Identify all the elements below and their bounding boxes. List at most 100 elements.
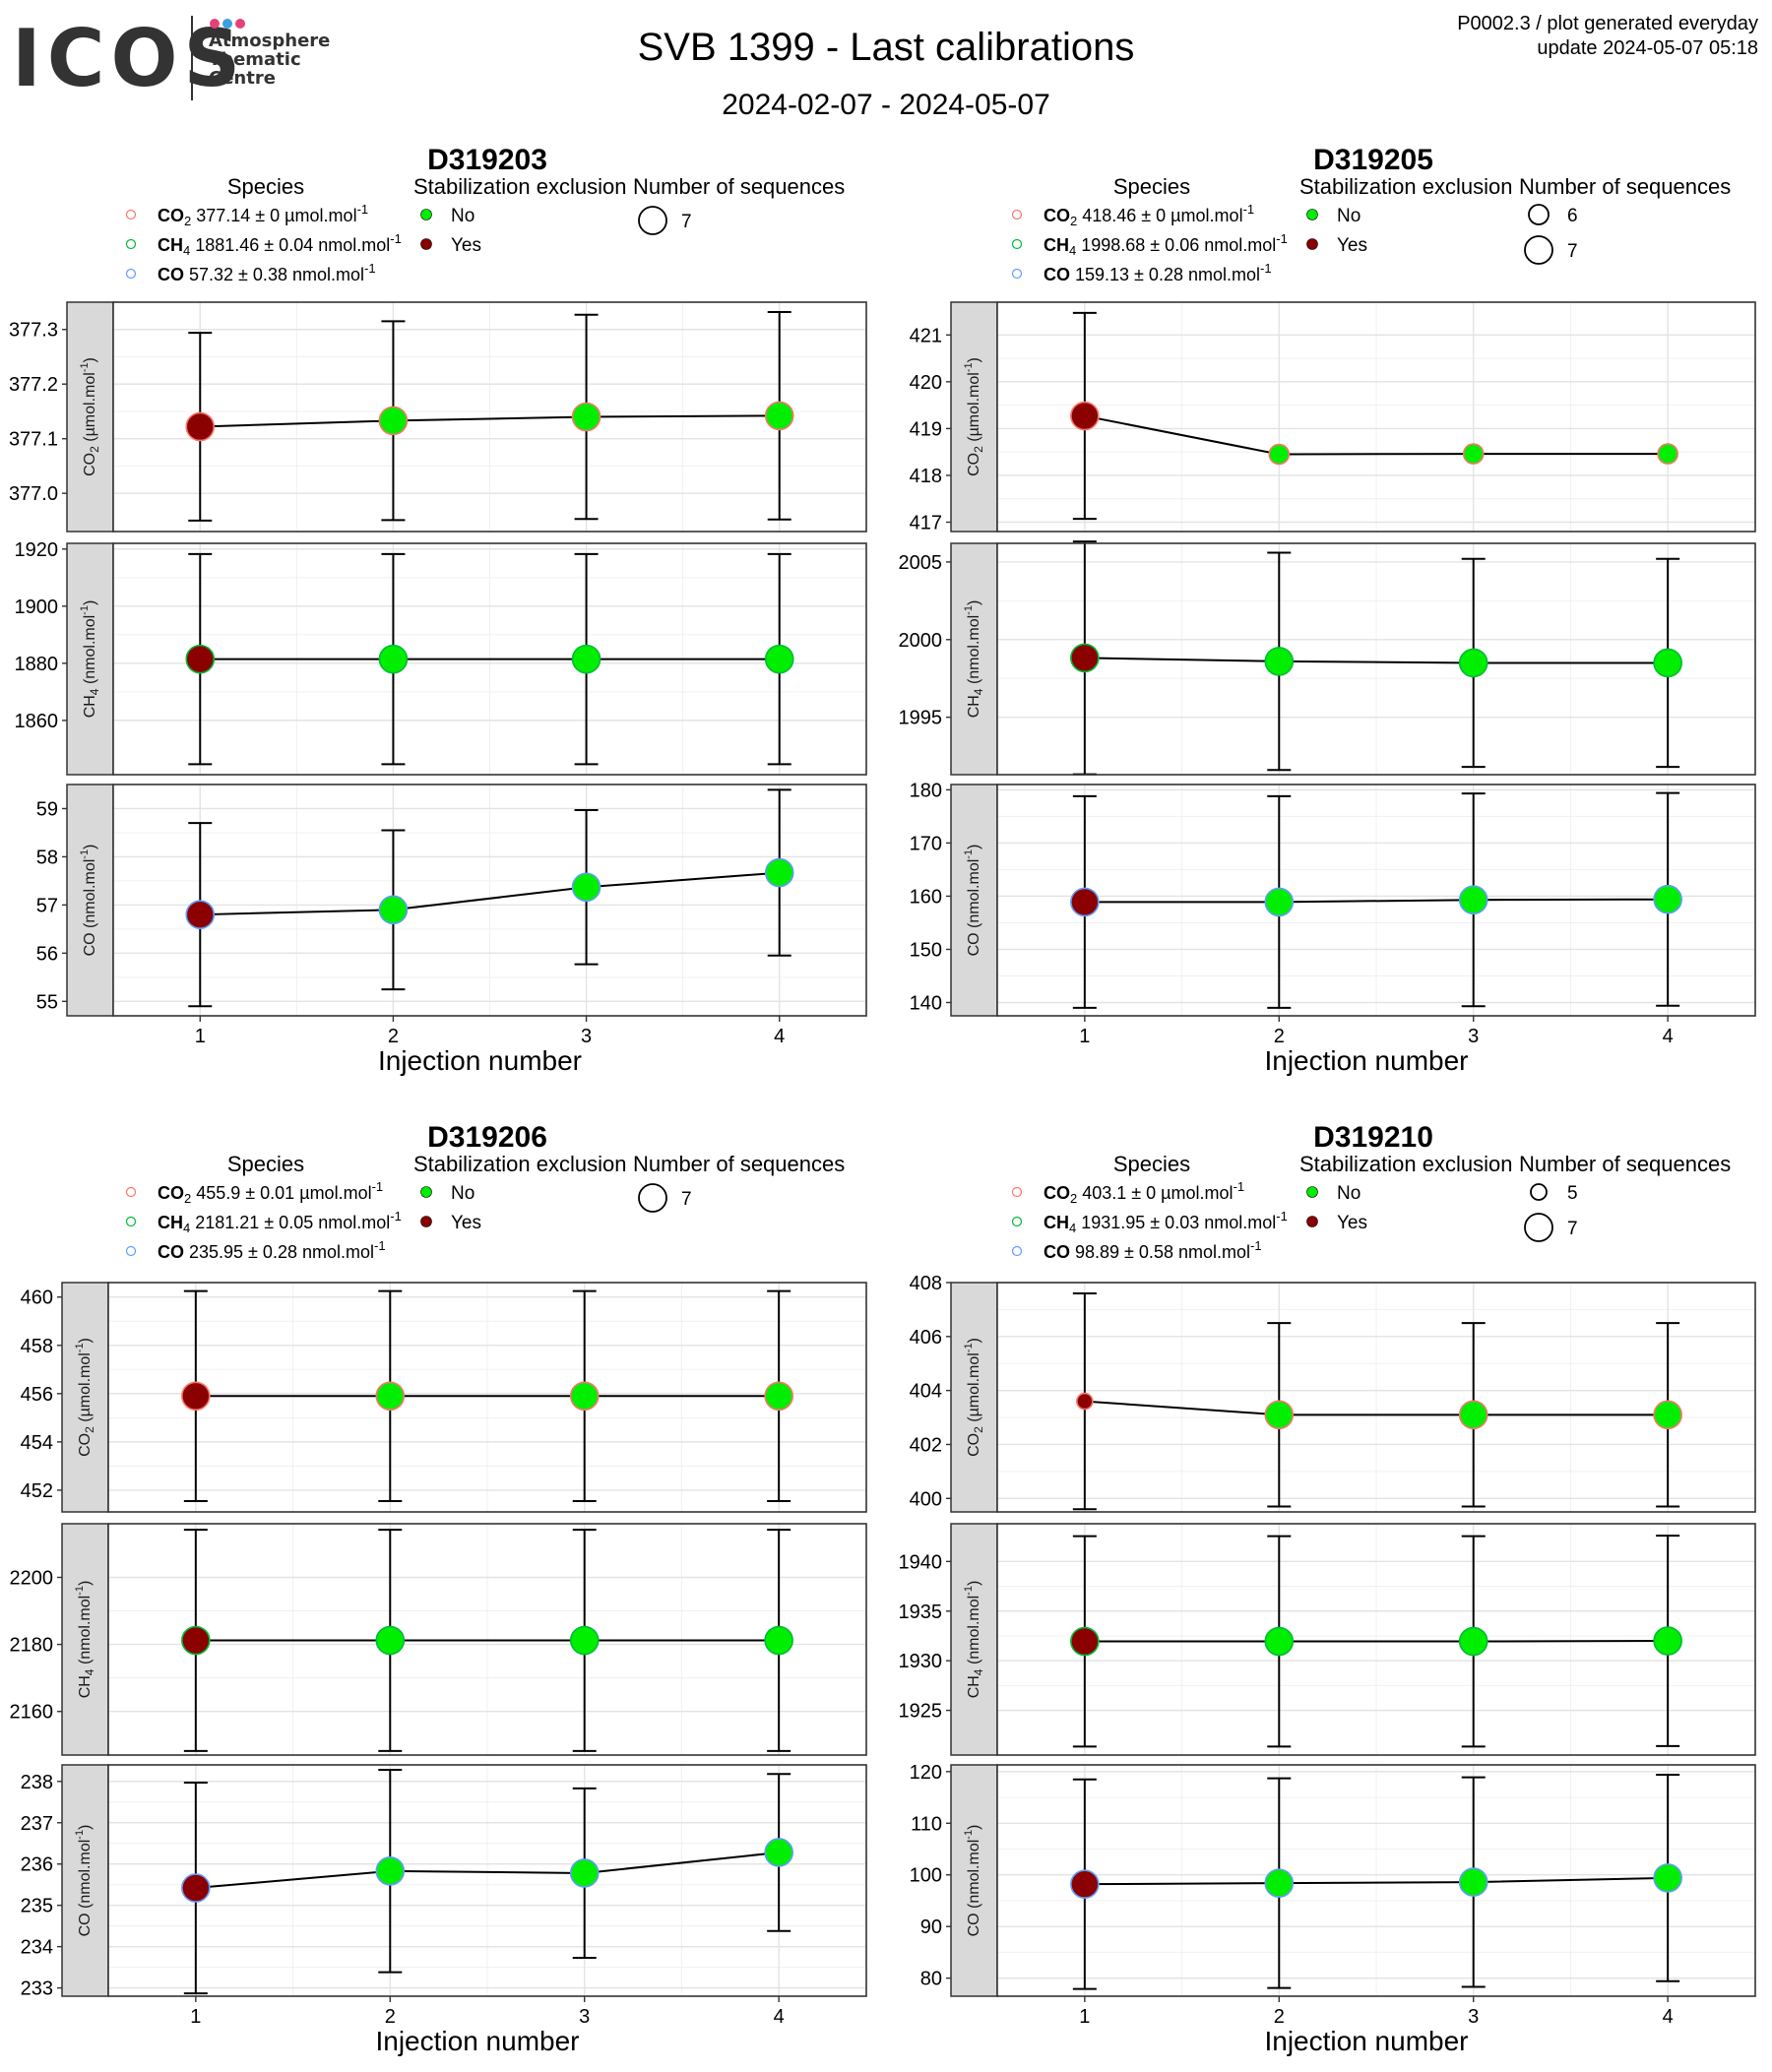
data-point xyxy=(1070,1626,1100,1657)
legend-no-label: No xyxy=(1337,1183,1361,1204)
legend-sequences-7-label: 7 xyxy=(681,212,692,232)
logo-dots-icon xyxy=(210,16,248,33)
legend-sequences-7-marker xyxy=(638,206,667,235)
legend-ch4-label: CH4 2181.21 ± 0.05 nmol.mol-1 xyxy=(158,1209,402,1235)
y-tick-label: 1935 xyxy=(899,1601,943,1623)
x-tick-label: 1 xyxy=(1079,2006,1090,2028)
y-tick-label: 2160 xyxy=(10,1702,54,1724)
legend-sequences-7-label: 7 xyxy=(1567,1219,1578,1239)
y-axis-label: CO2 (µmol.mol-1) xyxy=(74,1338,96,1457)
y-tick-label: 377.2 xyxy=(9,374,58,396)
logo-subtitle-line-1: Atmosphere xyxy=(209,31,331,51)
logo-subtitle-line-3: Centre xyxy=(209,68,276,89)
legend-sequences-7-label: 7 xyxy=(681,1189,692,1210)
data-point xyxy=(764,857,794,888)
facet-strip xyxy=(61,1282,109,1513)
data-point xyxy=(1264,647,1295,676)
data-point xyxy=(185,644,216,674)
data-point xyxy=(1268,443,1291,466)
x-tick-label: 4 xyxy=(774,2006,785,2028)
y-tick-label: 402 xyxy=(910,1434,942,1456)
x-tick-label: 4 xyxy=(1663,1026,1674,1047)
x-tick-label: 1 xyxy=(190,2006,201,2028)
calibration-chart-svg: D319206 Species Stabilization exclusion Num… xyxy=(10,1121,867,2056)
legend-no-label: No xyxy=(1337,206,1361,226)
data-point xyxy=(185,411,216,442)
y-tick-label: 1880 xyxy=(15,654,59,675)
icos-logo: ICOS xyxy=(12,13,247,104)
panel-border xyxy=(107,1523,867,1756)
data-point xyxy=(1458,885,1488,915)
generation-info: P0002.3 / plot generated everyday update… xyxy=(1457,12,1758,61)
y-axis-label: CO (nmol.mol-1) xyxy=(963,1825,982,1937)
data-point xyxy=(764,1381,793,1412)
panel-border xyxy=(112,542,867,776)
data-point xyxy=(1458,1626,1488,1657)
panel-border xyxy=(996,784,1756,1017)
y-tick-label: 404 xyxy=(910,1381,942,1403)
panel-border xyxy=(996,542,1756,776)
legend-yes-label: Yes xyxy=(451,235,481,256)
legend-yes-label: Yes xyxy=(451,1213,481,1233)
legend-co-marker xyxy=(1011,1245,1023,1257)
facet-co: 140 150 160 170 180 CO (nmol.mol-1) xyxy=(910,780,1756,1017)
y-tick-label: 180 xyxy=(910,780,942,801)
y-tick-label: 2005 xyxy=(899,552,943,574)
data-point xyxy=(1653,884,1682,914)
y-tick-label: 1920 xyxy=(15,539,59,561)
cylinder-panel-4: D319210 Species Stabilization exclusion Num… xyxy=(886,1107,1772,2067)
data-point xyxy=(1653,1626,1682,1656)
legend-title-species: Species xyxy=(1113,1152,1190,1176)
legend-co-label: CO 159.13 ± 0.28 nmol.mol-1 xyxy=(1044,261,1272,284)
legend: Species Stabilization exclusion Number of … xyxy=(125,174,845,284)
legend-title-species: Species xyxy=(227,174,304,199)
y-tick-label: 400 xyxy=(910,1488,942,1510)
facet-ch4: 2160 2180 2200 CH4 (nmol.mol-1) xyxy=(10,1523,867,1756)
y-tick-label: 80 xyxy=(920,1969,942,1990)
data-point xyxy=(181,1625,211,1656)
legend-ch4-label: CH4 1881.46 ± 0.04 nmol.mol-1 xyxy=(158,231,402,258)
legend-ch4-label: CH4 1998.68 ± 0.06 nmol.mol-1 xyxy=(1044,231,1288,258)
y-tick-label: 2000 xyxy=(899,630,943,652)
panel-border xyxy=(996,1764,1756,1997)
legend-sequences-5-label: 5 xyxy=(1567,1183,1578,1204)
y-tick-label: 377.1 xyxy=(9,429,58,451)
y-tick-label: 458 xyxy=(21,1336,53,1357)
cylinder-panel-3: D319206 Species Stabilization exclusion Num… xyxy=(0,1107,886,2067)
y-axis-label: CO (nmol.mol-1) xyxy=(79,845,98,957)
y-tick-label: 1995 xyxy=(899,708,943,729)
data-point xyxy=(1070,887,1100,917)
y-tick-label: 57 xyxy=(36,895,58,916)
facet-co2: 452 454 456 458 460 CO2 (µmol.mol-1) xyxy=(21,1282,867,1513)
y-axis-label: CO2 (µmol.mol-1) xyxy=(963,1338,985,1457)
data-point xyxy=(1070,643,1100,673)
y-tick-label: 58 xyxy=(36,847,58,868)
facet-strip xyxy=(950,1764,998,1997)
y-tick-label: 460 xyxy=(21,1287,53,1309)
y-tick-label: 150 xyxy=(910,939,942,961)
y-tick-label: 59 xyxy=(36,798,58,820)
panel-border xyxy=(107,1764,867,1997)
data-point xyxy=(1458,1867,1488,1897)
x-axis-title: Injection number xyxy=(375,2026,579,2056)
date-range: 2024-02-07 - 2024-05-07 xyxy=(722,89,1050,121)
y-tick-label: 1930 xyxy=(899,1651,943,1672)
y-tick-label: 234 xyxy=(21,1937,53,1959)
page-title: SVB 1399 - Last calibrations xyxy=(637,26,1135,69)
y-tick-label: 408 xyxy=(910,1273,942,1294)
data-point xyxy=(1653,1863,1682,1893)
series-line xyxy=(200,871,780,916)
legend-co-marker xyxy=(125,1245,137,1257)
x-tick-label: 3 xyxy=(581,1026,592,1047)
legend-no-marker xyxy=(420,1186,432,1198)
legend-no-marker xyxy=(420,209,432,220)
x-tick-label: 2 xyxy=(385,2006,396,2028)
series-line xyxy=(1084,657,1669,664)
legend-title-species: Species xyxy=(227,1152,304,1176)
logo-subtitle: Atmosphere Thematic Centre xyxy=(209,31,330,88)
y-tick-label: 1925 xyxy=(899,1701,943,1723)
data-point xyxy=(1076,1392,1094,1411)
generation-info-line-1: P0002.3 / plot generated everyday xyxy=(1457,13,1758,34)
calibration-chart-svg: D319203 Species Stabilization exclusion Num… xyxy=(9,144,867,1076)
